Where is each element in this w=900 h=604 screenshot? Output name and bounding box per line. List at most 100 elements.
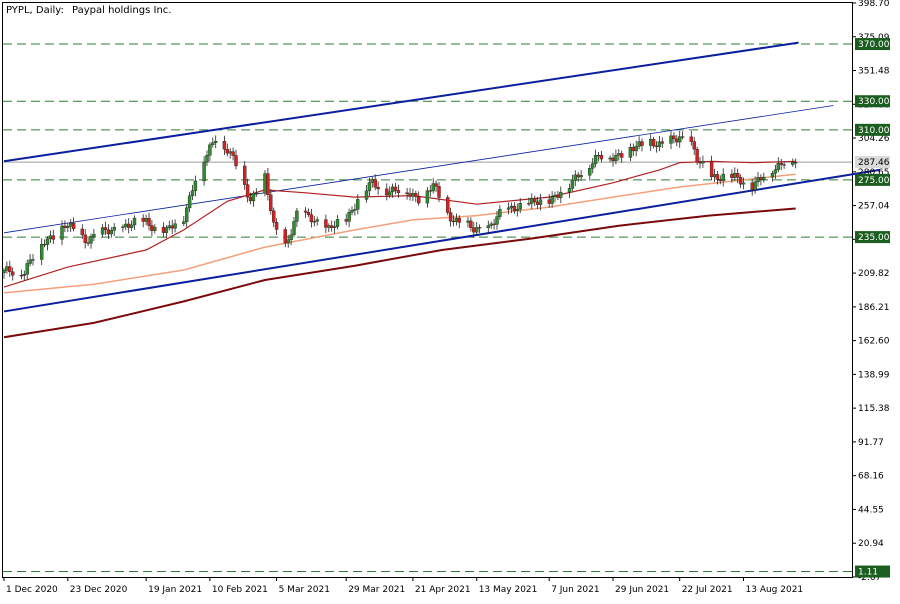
candle-body xyxy=(701,161,705,164)
price-labels: 370.00 330.00 310.00 275.00 235.00 1.11 287.46 xyxy=(855,38,890,578)
trendline xyxy=(3,105,834,234)
candle-body xyxy=(620,153,624,158)
x-axis: 1 Dec 2020 23 Dec 2020 19 Jan 2021 10 Feb 2… xyxy=(3,577,804,595)
level-price-label: 370.00 xyxy=(858,40,890,50)
candle-body xyxy=(770,173,775,178)
candle-body xyxy=(390,186,395,193)
candle-body xyxy=(579,175,583,178)
candle-body xyxy=(373,179,377,188)
candle-body xyxy=(718,179,722,181)
candles xyxy=(2,130,798,281)
candle-body xyxy=(434,183,438,187)
candle-body xyxy=(617,153,621,156)
candle-body xyxy=(167,225,172,228)
candle-body xyxy=(614,155,618,162)
candle-body xyxy=(388,191,392,196)
candle-body xyxy=(80,228,85,236)
candle-body xyxy=(2,270,6,274)
candle-body xyxy=(60,225,64,240)
candle-body xyxy=(782,164,786,166)
candle-body xyxy=(28,259,32,264)
candle-body xyxy=(344,219,348,222)
candle-body xyxy=(274,222,279,230)
candle-body xyxy=(492,223,496,225)
candle-body xyxy=(678,136,682,143)
candle-body xyxy=(356,199,360,210)
candle-body xyxy=(228,151,232,154)
candle-body xyxy=(738,177,743,185)
candle-body xyxy=(248,196,253,202)
candle-body xyxy=(367,182,372,192)
level-price-label: 275.00 xyxy=(858,176,890,186)
candle-body xyxy=(776,162,780,170)
candle-body xyxy=(669,135,673,144)
candle-body xyxy=(431,183,435,192)
trendline xyxy=(3,41,799,163)
candle-body xyxy=(45,238,50,245)
x-tick-label: 10 Feb 2021 xyxy=(212,585,268,595)
candle-body xyxy=(153,226,157,231)
candle-body xyxy=(692,141,696,150)
candle-body xyxy=(515,208,519,211)
x-tick-label: 13 May 2021 xyxy=(479,585,538,595)
plot-frame xyxy=(2,2,853,578)
candle-body xyxy=(689,136,693,142)
x-tick-label: 1 Dec 2020 xyxy=(6,585,58,595)
candle-body xyxy=(550,196,554,204)
candle-body xyxy=(5,266,9,271)
candle-body xyxy=(161,226,166,233)
candle-body xyxy=(170,225,174,229)
level-price-box xyxy=(855,565,890,578)
x-tick-label: 13 Aug 2021 xyxy=(746,585,804,595)
candle-body xyxy=(640,141,644,146)
candle-body xyxy=(628,146,633,158)
candle-body xyxy=(736,173,740,178)
y-tick-label: 186.21 xyxy=(858,303,890,313)
candle-body xyxy=(295,210,299,222)
candle-body xyxy=(187,195,192,209)
candle-body xyxy=(289,234,293,240)
candle-body xyxy=(225,148,230,154)
level-price-label: 1.11 xyxy=(858,568,878,578)
candle-body xyxy=(109,230,114,235)
symbol-period: PYPL, Daily: xyxy=(6,5,64,16)
x-tick-label: 29 Jun 2021 xyxy=(615,585,669,595)
candle-body xyxy=(68,222,73,227)
candle-body xyxy=(254,193,259,195)
candle-body xyxy=(469,220,473,228)
candle-body xyxy=(234,155,238,167)
x-tick-label: 22 Jul 2021 xyxy=(682,585,733,595)
candle-body xyxy=(530,197,534,204)
candle-body xyxy=(132,217,137,226)
moving-average-line xyxy=(3,173,796,294)
candle-body xyxy=(129,224,134,228)
candle-body xyxy=(42,244,47,246)
candle-body xyxy=(512,205,517,211)
y-tick-label: 91.77 xyxy=(858,438,884,448)
candle-body xyxy=(8,266,12,273)
candle-body xyxy=(312,221,316,223)
x-tick-label: 7 Jun 2021 xyxy=(551,585,599,595)
candle-body xyxy=(637,141,641,147)
level-price-box xyxy=(855,95,890,108)
candle-body xyxy=(475,227,479,233)
candle-body xyxy=(40,244,44,260)
candle-body xyxy=(263,173,267,194)
candle-body xyxy=(506,207,511,210)
y-tick-label: 280.65 xyxy=(858,168,890,178)
candle-body xyxy=(190,190,195,196)
candle-body xyxy=(651,139,656,147)
y-tick-label: 162.60 xyxy=(858,337,890,347)
candle-body xyxy=(286,239,290,244)
candle-body xyxy=(509,205,514,209)
candle-body xyxy=(762,176,766,181)
candle-body xyxy=(126,223,131,228)
candle-body xyxy=(124,223,128,228)
candle-body xyxy=(405,192,409,195)
x-tick-label: 21 Apr 2021 xyxy=(415,585,471,595)
candle-body xyxy=(454,217,459,222)
candle-body xyxy=(570,180,575,189)
candle-body xyxy=(489,223,493,226)
candle-body xyxy=(756,177,760,183)
